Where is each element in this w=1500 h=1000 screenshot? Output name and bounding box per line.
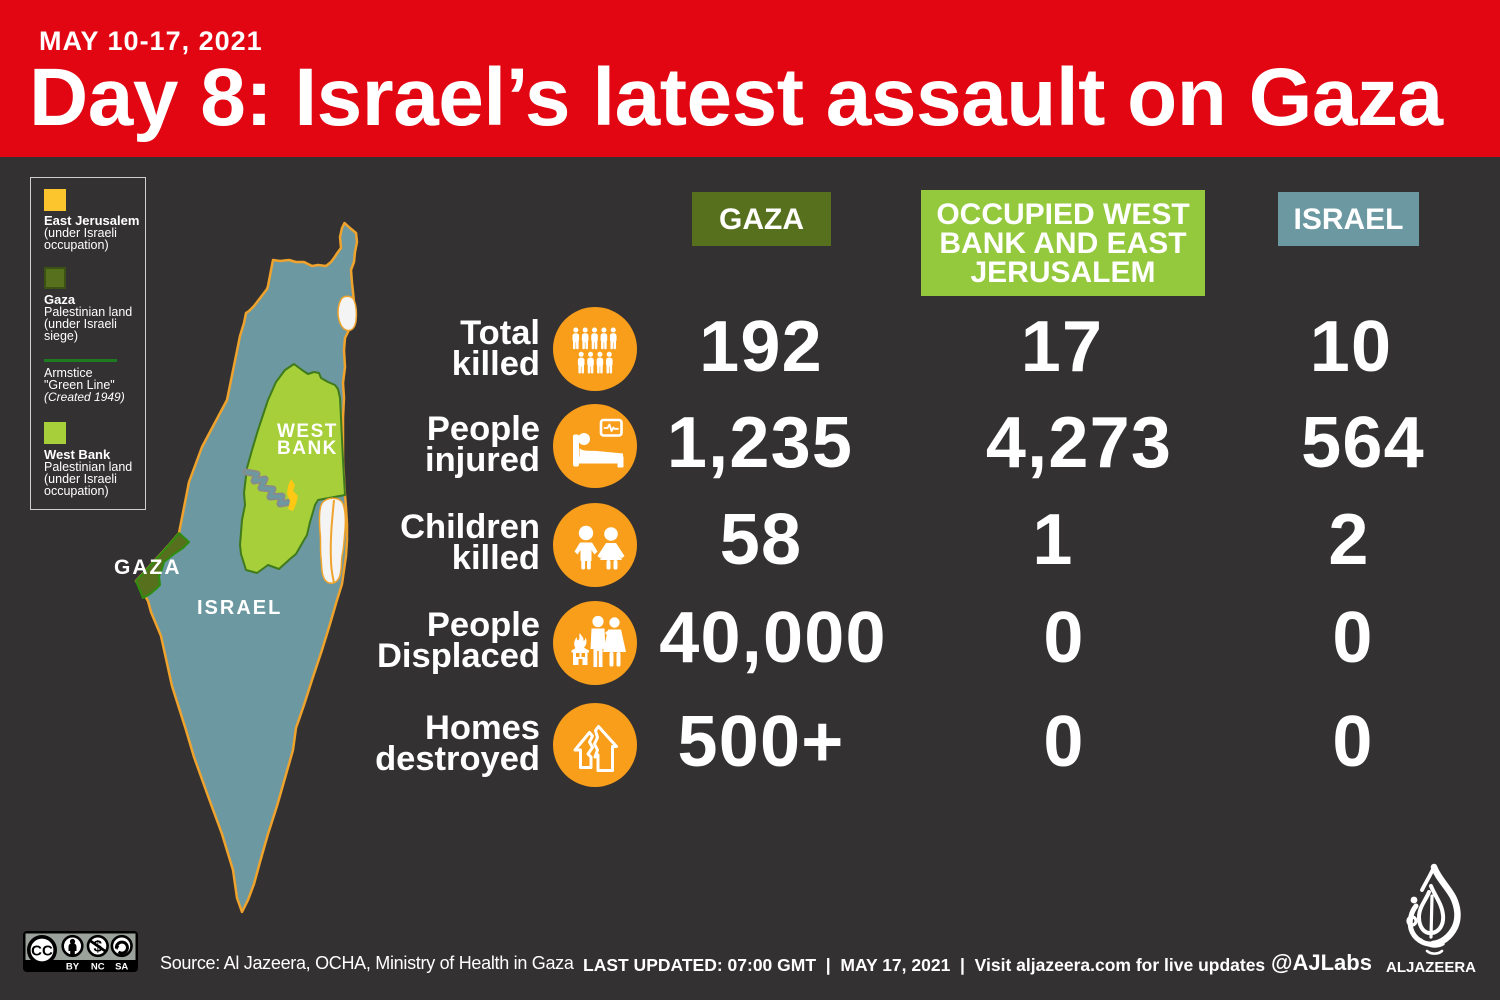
svg-text:CC: CC <box>31 943 53 960</box>
svg-text:BY: BY <box>66 962 80 973</box>
svg-text:NC: NC <box>91 962 105 973</box>
svg-text:SA: SA <box>115 962 128 973</box>
